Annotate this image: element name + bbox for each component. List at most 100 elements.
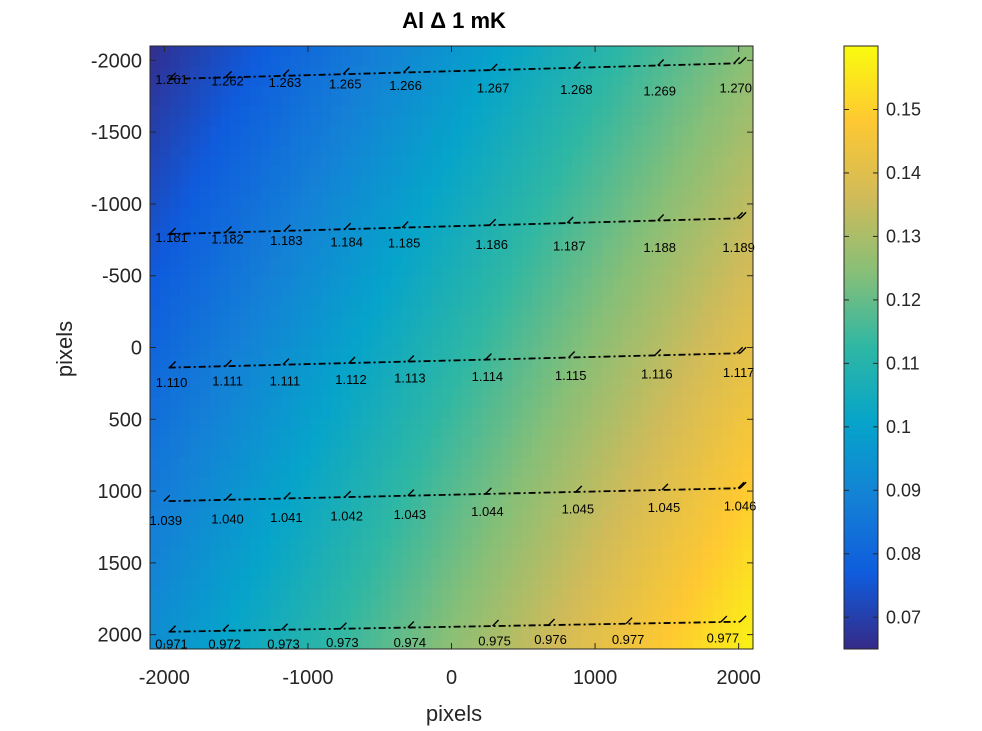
heatmap-cell [652, 307, 664, 318]
heatmap-cell [150, 437, 161, 449]
heatmap-cell [572, 357, 583, 369]
heatmap-cell [411, 548, 422, 560]
heatmap-cell [491, 106, 503, 117]
heatmap-cell [180, 598, 191, 610]
heatmap-cell [722, 618, 734, 630]
heatmap-cell [562, 126, 573, 138]
heatmap-cell [361, 46, 372, 57]
heatmap-cell [652, 236, 664, 248]
heatmap-cell [451, 146, 463, 158]
heatmap-cell [541, 327, 553, 339]
heatmap-cell [471, 287, 483, 298]
heatmap-cell [732, 186, 744, 198]
heatmap-cell [742, 548, 753, 560]
contour-label: 1.181 [155, 230, 188, 245]
heatmap-cell [381, 628, 392, 640]
heatmap-cell [511, 357, 523, 369]
heatmap-cell [652, 458, 664, 469]
heatmap-cell [552, 427, 563, 439]
heatmap-cell [481, 377, 493, 389]
heatmap-cell [250, 638, 262, 649]
heatmap-cell [280, 337, 292, 349]
heatmap-cell [190, 488, 201, 499]
heatmap-cell [562, 618, 573, 630]
heatmap-cell [521, 417, 533, 429]
heatmap-cell [531, 226, 543, 238]
heatmap-cell [712, 307, 724, 318]
heatmap-cell [160, 478, 171, 489]
heatmap-cell [160, 448, 171, 459]
heatmap-cell [501, 618, 513, 630]
heatmap-cell [602, 226, 613, 238]
heatmap-cell [260, 528, 272, 540]
heatmap-cell [160, 116, 171, 127]
heatmap-cell [692, 437, 704, 449]
heatmap-cell [421, 508, 432, 519]
heatmap-cell [692, 66, 704, 77]
heatmap-cell [290, 126, 302, 138]
heatmap-cell [280, 498, 292, 509]
heatmap-cell [170, 347, 181, 359]
heatmap-cell [652, 478, 664, 489]
heatmap-cell [190, 468, 201, 479]
heatmap-cell [421, 608, 432, 620]
heatmap-cell [732, 277, 744, 288]
heatmap-cell [511, 96, 523, 107]
heatmap-cell [511, 377, 523, 389]
heatmap-cell [290, 267, 302, 278]
heatmap-cell [270, 437, 282, 449]
heatmap-cell [230, 277, 242, 288]
heatmap-cell [642, 56, 654, 67]
heatmap-cell [340, 498, 352, 509]
heatmap-cell [351, 66, 362, 77]
heatmap-cell [491, 558, 503, 570]
heatmap-cell [401, 608, 412, 620]
heatmap-cell [421, 106, 432, 117]
heatmap-cell [381, 387, 392, 399]
heatmap-cell [230, 287, 242, 298]
heatmap-cell [582, 317, 593, 328]
heatmap-cell [732, 397, 744, 409]
heatmap-cell [531, 618, 543, 630]
heatmap-cell [471, 387, 483, 399]
heatmap-cell [431, 417, 443, 429]
heatmap-cell [340, 528, 352, 540]
heatmap-cell [411, 498, 422, 509]
heatmap-cell [250, 518, 262, 529]
heatmap-cell [351, 116, 362, 127]
heatmap-cell [451, 216, 463, 228]
heatmap-cell [582, 397, 593, 409]
heatmap-cell [290, 397, 302, 409]
heatmap-cell [340, 608, 352, 620]
heatmap-cell [411, 347, 422, 359]
heatmap-cell [742, 578, 753, 590]
heatmap-cell [210, 46, 221, 57]
heatmap-cell [511, 307, 523, 318]
heatmap-cell [421, 568, 432, 580]
heatmap-cell [230, 588, 242, 600]
heatmap-cell [300, 277, 312, 288]
heatmap-cell [572, 518, 583, 529]
heatmap-cell [632, 628, 644, 640]
heatmap-cell [531, 247, 543, 258]
heatmap-cell [421, 86, 432, 97]
heatmap-cell [310, 387, 322, 399]
heatmap-cell [582, 267, 593, 278]
heatmap-cell [200, 277, 211, 288]
heatmap-cell [361, 136, 372, 148]
heatmap-cell [511, 628, 523, 640]
contour-tick [344, 490, 352, 498]
heatmap-cell [351, 417, 362, 429]
heatmap-cell [451, 618, 463, 630]
heatmap-cell [340, 206, 352, 218]
heatmap-cell [521, 116, 533, 127]
heatmap-cell [471, 277, 483, 288]
heatmap-cell [320, 468, 332, 479]
heatmap-cell [632, 136, 644, 148]
heatmap-cell [210, 558, 221, 570]
heatmap-cell [150, 618, 161, 630]
heatmap-cell [732, 176, 744, 188]
heatmap-cell [702, 86, 714, 97]
heatmap-cell [692, 46, 704, 57]
contour-label: 1.261 [155, 72, 188, 87]
